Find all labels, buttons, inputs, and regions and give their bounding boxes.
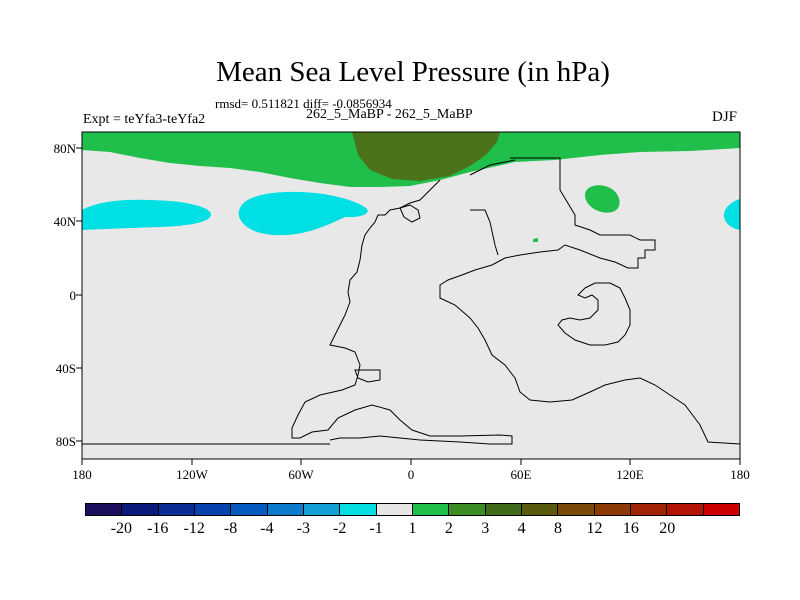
contour-fill-positive-1-2-blob [585, 185, 620, 213]
case-label: 262_5_MaBP - 262_5_MaBP [306, 107, 473, 122]
colorbar-label: 12 [586, 520, 603, 537]
coast-detail-1 [469, 159, 516, 176]
colorbar-box [376, 504, 413, 515]
coast-detail-2 [470, 209, 499, 256]
lon-label-120w: 120W [176, 467, 208, 482]
colorbar-label: -1 [369, 520, 383, 537]
colorbar-label: 3 [481, 520, 490, 537]
lon-label-60e: 60E [510, 467, 532, 482]
coastline-america [291, 179, 513, 445]
colorbar-label: 1 [408, 520, 417, 537]
colorbar-box [558, 504, 595, 515]
colorbar-label: -16 [147, 520, 169, 537]
colorbar-box [231, 504, 268, 515]
lon-label-0: 0 [407, 467, 415, 482]
map-background [82, 132, 740, 459]
colorbar-label: -4 [260, 520, 274, 537]
season-label: DJF [712, 109, 738, 125]
plot-title: Mean Sea Level Pressure (in hPa) [216, 56, 610, 88]
colorbar-label: 8 [554, 520, 563, 537]
colorbar-label: -20 [110, 520, 133, 537]
colorbar-box [194, 504, 232, 515]
colorbar-label: -12 [183, 520, 205, 537]
contour-fill-positive-3-4 [352, 132, 500, 181]
colorbar-box [412, 504, 450, 515]
lon-label-180w: 180 [72, 467, 92, 482]
colorbar-label: 16 [622, 520, 639, 537]
colorbar-box [340, 504, 377, 515]
contour-fill-negative-right [723, 199, 740, 230]
colorbar-box [267, 504, 304, 515]
island-a [354, 369, 381, 383]
stats-label: rmsd= 0.511821 diff= -0.0856934 [215, 96, 392, 111]
colorbar-label: -2 [333, 520, 347, 537]
colorbar-box [521, 504, 559, 515]
colorbar-label: -8 [223, 520, 238, 537]
colorbar-box [449, 504, 486, 515]
colorbar-box [122, 504, 159, 515]
lat-label-80n: 80N [53, 141, 76, 156]
axis-ticks [76, 147, 741, 465]
colorbar-box [485, 504, 522, 515]
colorbar-label: 20 [659, 520, 676, 537]
contour-fill-positive-small [533, 238, 538, 242]
colorbar [85, 503, 740, 516]
island-b [557, 282, 631, 346]
coastlines [82, 157, 741, 445]
lon-label-60w: 60W [288, 467, 314, 482]
experiment-label: Expt = teYfa3-teYfa2 [83, 112, 206, 127]
colorbar-box [667, 504, 704, 515]
colorbar-box [303, 504, 341, 515]
colorbar-box [86, 504, 123, 515]
coastline-main [439, 157, 741, 445]
lon-label-120e: 120E [616, 467, 644, 482]
lat-label-0: 0 [69, 288, 77, 303]
contour-fill-negative-left [82, 199, 212, 230]
colorbar-label: -3 [296, 520, 310, 537]
colorbar-box [630, 504, 668, 515]
colorbar-label: 2 [444, 520, 453, 537]
colorbar-box [703, 504, 739, 515]
lat-label-40n: 40N [53, 214, 76, 229]
lon-label-180e: 180 [730, 467, 750, 482]
coast-detail-3 [399, 204, 421, 223]
contour-fill-negative-center [238, 191, 368, 236]
colorbar-box [594, 504, 631, 515]
colorbar-box [158, 504, 195, 515]
colorbar-label: 4 [517, 520, 526, 537]
lat-label-80s: 80S [55, 434, 76, 449]
lat-label-40s: 40S [55, 361, 76, 376]
